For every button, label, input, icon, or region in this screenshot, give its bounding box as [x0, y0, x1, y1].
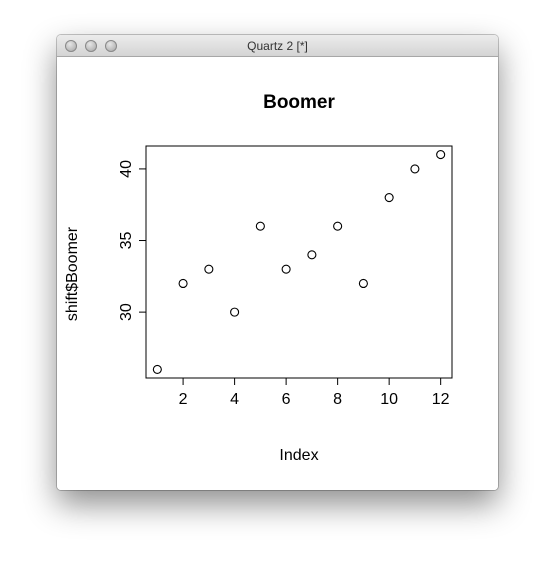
x-tick-label: 8 [333, 391, 342, 408]
plot-window: Quartz 2 [*] Boomer 2 4 6 8 10 12 30 35 40 Inde… [57, 35, 498, 490]
data-point [230, 307, 240, 317]
data-point [358, 278, 368, 289]
close-window-button[interactable] [65, 40, 77, 52]
data-point [281, 264, 291, 274]
window-title: Quartz 2 [*] [247, 39, 308, 53]
x-tick-label: 6 [282, 391, 291, 408]
data-point [307, 250, 317, 260]
y-tick-label: 40 [118, 160, 135, 178]
data-point [255, 221, 265, 231]
title-bar[interactable]: Quartz 2 [*] [57, 35, 498, 57]
y-axis: 30 35 40 [118, 160, 147, 321]
scatter-chart: Boomer 2 4 6 8 10 12 30 35 40 Index shift$Boome… [64, 92, 453, 464]
x-tick-label: 2 [179, 391, 188, 408]
data-point [384, 193, 394, 203]
minimize-window-button[interactable] [85, 40, 97, 52]
x-tick-label: 10 [380, 391, 398, 408]
data-point [204, 264, 214, 274]
data-point [436, 150, 446, 160]
x-axis-label: Index [279, 447, 318, 464]
y-axis-label: shift$Boomer [64, 226, 81, 321]
data-point [152, 364, 162, 374]
y-tick-label: 30 [118, 303, 135, 321]
data-points [152, 150, 446, 374]
x-tick-label: 12 [432, 391, 450, 408]
plot-area: Boomer 2 4 6 8 10 12 30 35 40 Index shift$Boome… [57, 57, 498, 490]
data-point [410, 164, 420, 174]
x-tick-label: 4 [230, 391, 239, 408]
data-point [333, 221, 343, 231]
chart-title: Boomer [263, 92, 335, 113]
data-point [178, 278, 188, 289]
x-axis: 2 4 6 8 10 12 [179, 377, 450, 408]
y-tick-label: 35 [118, 232, 135, 250]
zoom-window-button[interactable] [105, 40, 117, 52]
plot-box [145, 145, 453, 379]
